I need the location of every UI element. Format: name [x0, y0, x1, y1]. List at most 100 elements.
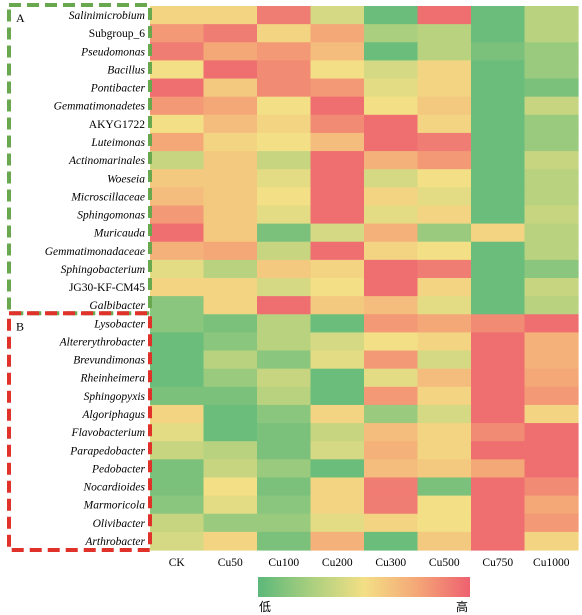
heatmap-cell	[364, 368, 419, 388]
heatmap-cell	[471, 368, 526, 388]
heatmap-cell	[364, 114, 419, 134]
heatmap-cell	[257, 42, 312, 61]
heatmap-cell	[310, 513, 365, 533]
row-label: Sphingobacterium	[61, 264, 145, 276]
heatmap-cell	[203, 205, 258, 225]
row-label: Woeseia	[107, 173, 145, 185]
heatmap-cell	[257, 477, 312, 497]
heatmap-cell	[524, 6, 579, 25]
row-label: JG30-KF-CM45	[69, 282, 145, 294]
row-label: Gemmatimonadaceae	[45, 246, 145, 258]
heatmap-cell	[257, 6, 312, 25]
heatmap-cell	[203, 531, 258, 551]
heatmap-cell	[257, 531, 312, 551]
heatmap-cell	[471, 423, 526, 442]
heatmap-cell	[471, 223, 526, 243]
heatmap-cell	[150, 42, 205, 61]
heatmap-cell	[257, 296, 312, 315]
heatmap-cell	[150, 296, 205, 315]
heatmap-cell	[203, 495, 258, 515]
heatmap-cell	[150, 259, 205, 279]
heatmap-cell	[203, 24, 258, 43]
heatmap-cell	[417, 114, 472, 134]
heatmap-cell	[524, 205, 579, 225]
heatmap-cell	[150, 205, 205, 225]
heatmap-cell	[150, 531, 205, 551]
heatmap-cell	[524, 423, 579, 442]
heatmap-cell	[150, 78, 205, 98]
heatmap-cell	[310, 132, 365, 152]
heatmap-cell	[310, 205, 365, 225]
heatmap-cell	[257, 114, 312, 134]
heatmap-cell	[203, 223, 258, 243]
heatmap-cell	[417, 495, 472, 515]
heatmap-cell	[310, 42, 365, 61]
row-label: Rheinheimera	[79, 373, 145, 385]
heatmap-cell	[203, 477, 258, 497]
row-label: Muricauda	[93, 228, 145, 240]
heatmap-cell	[364, 404, 419, 424]
heatmap-cell	[417, 96, 472, 116]
heatmap-cell	[310, 423, 365, 442]
row-label: Pontibacter	[90, 83, 146, 95]
heatmap-cell	[150, 495, 205, 515]
heatmap-cell	[150, 241, 205, 261]
heatmap-cell	[524, 96, 579, 116]
row-label: Pseudomonas	[80, 46, 145, 58]
heatmap-cell	[471, 459, 526, 479]
heatmap-cell	[471, 531, 526, 551]
heatmap-cell	[257, 423, 312, 442]
heatmap-cells	[150, 6, 579, 551]
heatmap-cell	[257, 441, 312, 460]
heatmap-cell	[150, 423, 205, 442]
heatmap-cell	[364, 423, 419, 442]
heatmap-cell	[417, 477, 472, 497]
heatmap-cell	[524, 187, 579, 207]
heatmap-cell	[257, 386, 312, 406]
row-label: Sphingomonas	[77, 210, 145, 222]
heatmap-cell	[257, 24, 312, 43]
heatmap-cell	[257, 205, 312, 225]
heatmap-cell	[310, 531, 365, 551]
color-legend: 低 高	[258, 577, 470, 614]
heatmap-cell	[310, 223, 365, 243]
heatmap-cell	[417, 459, 472, 479]
row-label: Gemmatimonadetes	[54, 101, 146, 113]
heatmap-cell	[150, 60, 205, 80]
heatmap-cell	[364, 350, 419, 370]
heatmap-cell	[417, 42, 472, 61]
heatmap-cell	[203, 114, 258, 134]
heatmap-cell	[203, 513, 258, 533]
row-label: Sphingopyxis	[84, 391, 146, 403]
heatmap-cell	[203, 60, 258, 80]
row-label: Olivibacter	[93, 518, 146, 530]
column-label: Cu200	[322, 557, 353, 569]
heatmap-cell	[417, 241, 472, 261]
heatmap-cell	[150, 169, 205, 188]
heatmap-cell	[203, 368, 258, 388]
heatmap-cell	[364, 278, 419, 297]
heatmap-cell	[150, 477, 205, 497]
heatmap-cell	[364, 169, 419, 188]
column-label: Cu1000	[533, 557, 570, 569]
heatmap-cell	[364, 241, 419, 261]
heatmap-cell	[310, 296, 365, 315]
column-labels: CK Cu50 Cu100 Cu200 Cu300 Cu500 Cu750 Cu1000	[169, 557, 570, 569]
heatmap-cell	[150, 314, 205, 333]
heatmap-cell	[150, 350, 205, 370]
heatmap-cell	[310, 96, 365, 116]
heatmap-cell	[524, 459, 579, 479]
heatmap-cell	[524, 441, 579, 460]
heatmap-cell	[203, 386, 258, 406]
row-label: AKYG1722	[89, 119, 145, 131]
heatmap-cell	[257, 332, 312, 352]
heatmap-cell	[471, 296, 526, 315]
row-label: Microscillaceae	[70, 191, 145, 203]
row-label: Pedobacter	[91, 463, 146, 475]
legend-color-bar	[258, 577, 470, 597]
heatmap-cell	[524, 314, 579, 333]
heatmap-cell	[471, 42, 526, 61]
heatmap-cell	[471, 441, 526, 460]
heatmap-cell	[203, 404, 258, 424]
